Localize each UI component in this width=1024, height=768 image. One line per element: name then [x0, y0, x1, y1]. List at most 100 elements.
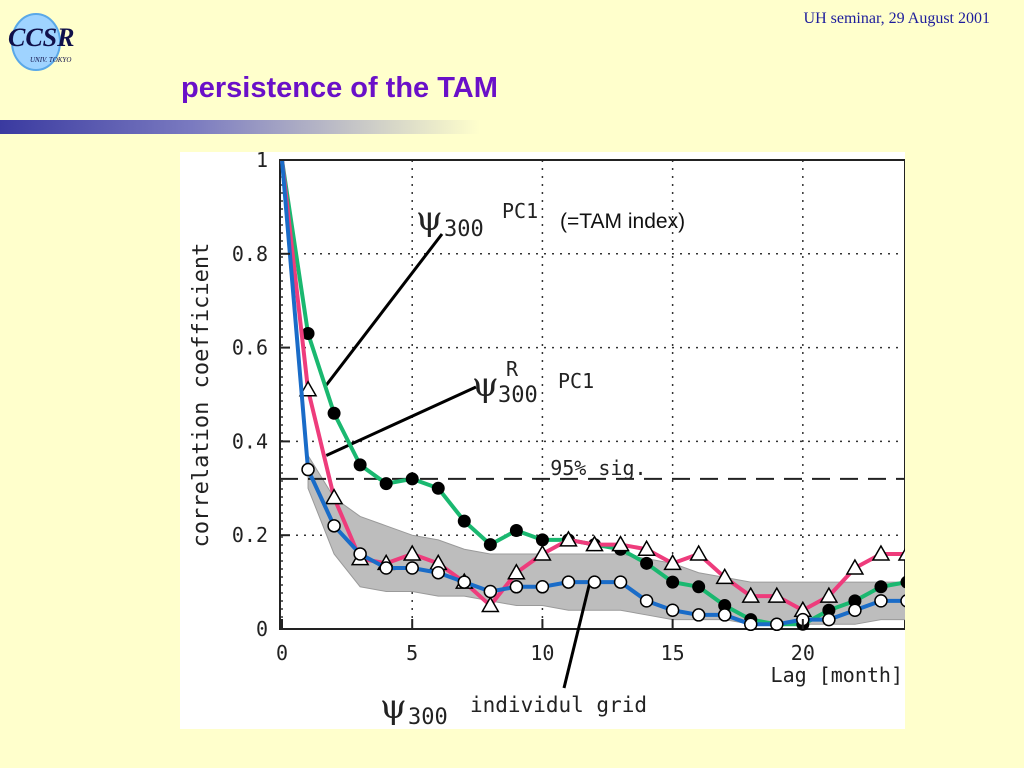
data-point — [561, 575, 576, 589]
data-point — [509, 580, 524, 594]
y-tick-label: 0.6 — [232, 336, 268, 360]
title-rule — [0, 120, 480, 134]
psi3-leader — [562, 584, 591, 689]
x-tick-label: 15 — [661, 641, 685, 665]
psi2-symbol: ψ — [472, 365, 499, 405]
data-point — [483, 584, 498, 599]
data-point — [718, 599, 732, 613]
data-point — [897, 547, 905, 561]
logo-subtext: UNIV. TOKYO — [30, 56, 71, 64]
psi1-note: (=TAM index) — [560, 210, 685, 233]
x-axis-label: Lag [month] — [771, 663, 903, 687]
data-point — [481, 596, 500, 613]
data-point — [715, 567, 735, 585]
data-point — [871, 544, 891, 561]
psi-pc1-annotation: ψ 300 PC1 (=TAM index) — [416, 199, 685, 242]
data-point — [639, 594, 654, 608]
data-point — [457, 575, 472, 589]
x-tick-label: 20 — [791, 641, 815, 665]
data-point — [822, 603, 836, 617]
data-point — [822, 612, 836, 627]
data-point — [767, 586, 787, 603]
y-tick-label: 1 — [256, 152, 268, 172]
data-point — [402, 544, 422, 561]
data-point — [717, 608, 732, 622]
page-title: persistence of the TAM — [181, 72, 498, 104]
header-note: UH seminar, 29 August 2001 — [803, 10, 990, 27]
y-axis-label: correlation coefficient — [189, 243, 214, 548]
data-point — [770, 617, 784, 632]
data-point — [819, 586, 839, 603]
data-point — [405, 561, 419, 575]
psi3-symbol: ψ — [380, 687, 407, 727]
data-point — [301, 327, 315, 341]
data-point — [900, 594, 905, 608]
chart: 95% sig. 0 5 10 15 20 0 0.2 0.4 0.6 0.8 1 correlat… — [189, 152, 905, 729]
y-tick-label: 0.4 — [232, 429, 268, 453]
data-point — [640, 556, 654, 570]
data-point — [663, 553, 682, 571]
data-point — [507, 563, 526, 580]
psi1-sub: 300 — [444, 217, 484, 242]
data-point — [874, 580, 888, 594]
chart-panel: 95% sig. 0 5 10 15 20 0 0.2 0.4 0.6 0.8 1 correlat… — [180, 152, 905, 729]
sig-label: 95% sig. — [550, 456, 646, 480]
data-point — [848, 603, 862, 617]
data-point — [324, 488, 344, 505]
data-point — [298, 380, 318, 397]
data-point — [327, 519, 341, 533]
psi3-suffix: individul grid — [470, 693, 647, 717]
data-point — [483, 538, 497, 552]
data-point — [900, 575, 905, 589]
psi1-leader — [325, 233, 444, 387]
y-tick-label: 0 — [256, 617, 268, 641]
data-point — [431, 565, 445, 580]
psi2-sup: R — [506, 357, 519, 381]
data-point — [559, 530, 578, 547]
x-tick-label: 0 — [276, 641, 288, 665]
data-point — [509, 524, 523, 538]
data-point — [874, 594, 888, 608]
data-point — [689, 544, 708, 561]
x-tick-label: 5 — [406, 641, 418, 665]
psi-r-pc1-annotation: ψ 300 R PC1 — [472, 357, 594, 408]
data-point — [457, 514, 471, 528]
data-point — [535, 580, 550, 594]
data-point — [353, 458, 367, 472]
data-point — [353, 547, 367, 561]
data-point — [535, 533, 549, 547]
data-point — [431, 481, 445, 495]
x-tick-label: 10 — [530, 641, 554, 665]
series-2 — [280, 159, 905, 632]
data-point — [692, 580, 706, 594]
data-point — [611, 535, 630, 552]
data-point — [327, 406, 341, 420]
y-tick-label: 0.8 — [232, 242, 268, 266]
data-point — [301, 462, 315, 477]
data-point — [533, 544, 552, 561]
psi1-symbol: ψ — [416, 199, 443, 239]
data-point — [741, 586, 761, 603]
data-point — [744, 617, 758, 632]
data-point — [379, 477, 393, 491]
data-point — [845, 558, 865, 575]
data-point — [637, 539, 656, 557]
psi1-sup: PC1 — [502, 199, 538, 223]
data-point — [379, 561, 393, 575]
series-layer — [280, 159, 905, 632]
data-point — [587, 575, 602, 589]
data-point — [848, 594, 862, 608]
plot-frame — [279, 159, 905, 630]
data-point — [405, 472, 419, 486]
psi2-suffix: PC1 — [558, 369, 594, 393]
data-point — [585, 535, 604, 552]
data-point — [691, 608, 706, 622]
data-point — [666, 575, 680, 589]
psi-grid-annotation: ψ 300 individul grid — [380, 687, 647, 729]
axis-ticks: 0 5 10 15 20 0 0.2 0.4 0.6 0.8 1 — [232, 152, 815, 665]
ccsr-logo: CCSR UNIV. TOKYO — [6, 6, 88, 72]
psi2-sub: 300 — [498, 383, 538, 408]
psi3-sub: 300 — [408, 705, 448, 729]
logo-text: CCSR — [8, 23, 75, 52]
data-point — [665, 603, 680, 617]
